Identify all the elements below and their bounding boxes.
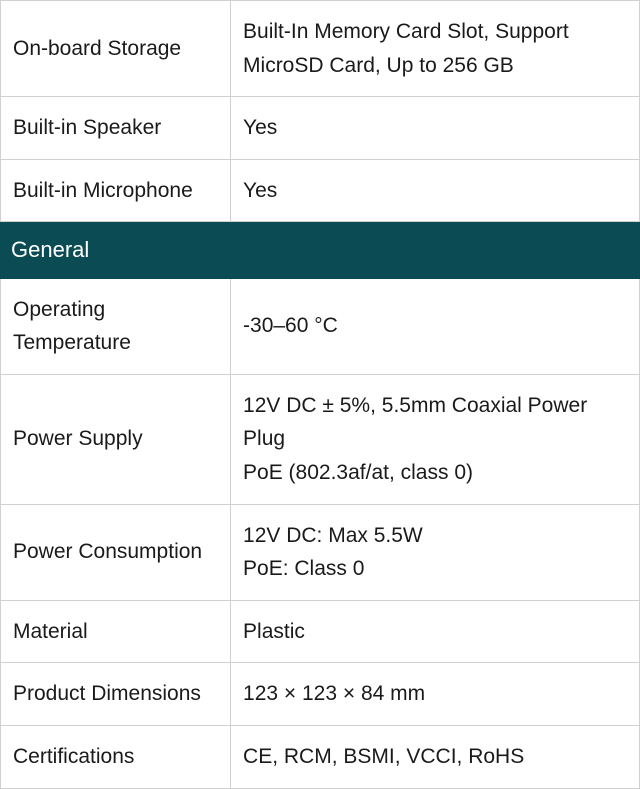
spec-value: 123 × 123 × 84 mm	[231, 663, 640, 726]
spec-label: On-board Storage	[1, 1, 231, 97]
spec-label: Material	[1, 600, 231, 663]
spec-value: -30–60 °C	[231, 278, 640, 374]
spec-value-line: 12V DC: Max 5.5W	[243, 519, 627, 553]
table-row: Power Supply 12V DC ± 5%, 5.5mm Coaxial …	[1, 374, 640, 504]
spec-value: 12V DC: Max 5.5W PoE: Class 0	[231, 504, 640, 600]
spec-value: Built-In Memory Card Slot, Support Micro…	[231, 1, 640, 97]
table-row: Operating Temperature -30–60 °C	[1, 278, 640, 374]
table-row: Material Plastic	[1, 600, 640, 663]
spec-label: Built-in Speaker	[1, 97, 231, 160]
spec-label: Power Consumption	[1, 504, 231, 600]
section-header-row: General	[1, 222, 640, 278]
spec-label: Power Supply	[1, 374, 231, 504]
spec-label: Certifications	[1, 725, 231, 788]
spec-value: Yes	[231, 159, 640, 222]
spec-value-line: 12V DC ± 5%, 5.5mm Coaxial Power Plug	[243, 389, 627, 456]
spec-label: Operating Temperature	[1, 278, 231, 374]
table-row: On-board Storage Built-In Memory Card Sl…	[1, 1, 640, 97]
spec-value: CE, RCM, BSMI, VCCI, RoHS	[231, 725, 640, 788]
table-row: Power Consumption 12V DC: Max 5.5W PoE: …	[1, 504, 640, 600]
spec-value-line: PoE: Class 0	[243, 552, 627, 586]
spec-label: Built-in Microphone	[1, 159, 231, 222]
spec-value: Plastic	[231, 600, 640, 663]
spec-value-line: PoE (802.3af/at, class 0)	[243, 456, 627, 490]
section-header-label: General	[1, 222, 640, 278]
spec-label: Product Dimensions	[1, 663, 231, 726]
table-row: Product Dimensions 123 × 123 × 84 mm	[1, 663, 640, 726]
spec-table: On-board Storage Built-In Memory Card Sl…	[0, 0, 640, 789]
spec-value: 12V DC ± 5%, 5.5mm Coaxial Power Plug Po…	[231, 374, 640, 504]
table-row: Built-in Microphone Yes	[1, 159, 640, 222]
table-row: Certifications CE, RCM, BSMI, VCCI, RoHS	[1, 725, 640, 788]
spec-value: Yes	[231, 97, 640, 160]
table-row: Built-in Speaker Yes	[1, 97, 640, 160]
